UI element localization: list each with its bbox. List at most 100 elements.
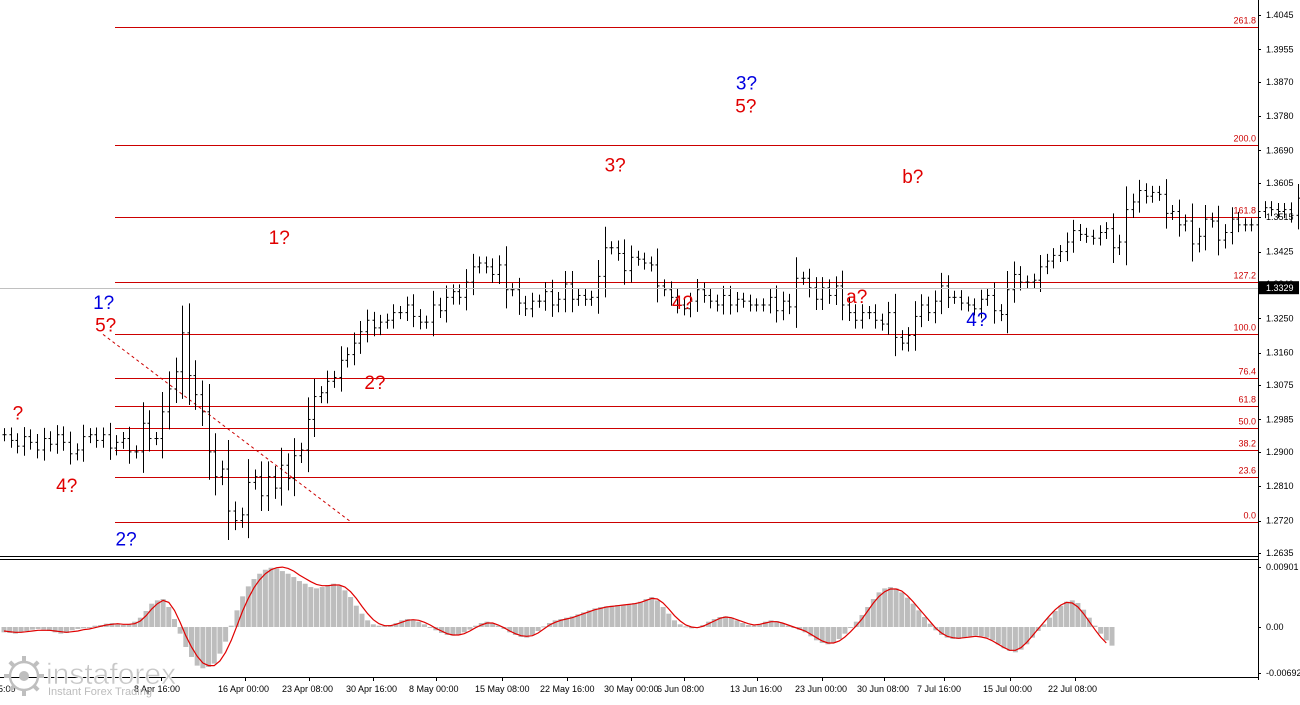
histogram-bar — [967, 627, 972, 636]
fib-label-261-8: 261.8 — [1233, 16, 1256, 26]
histogram-bar — [746, 625, 751, 627]
price-tick-label: 1.3870 — [1266, 77, 1294, 87]
time-tick-label: 16 Apr 00:00 — [218, 684, 269, 694]
histogram-bar — [411, 620, 416, 627]
price-tick-label: 1.2635 — [1266, 548, 1294, 558]
histogram-bar — [223, 627, 228, 642]
histogram-bar — [996, 627, 1001, 644]
wave-label: b? — [902, 167, 923, 188]
histogram-bar — [678, 624, 683, 627]
time-tick-label: 8 May 00:00 — [409, 684, 459, 694]
time-tick-label: 22 May 16:00 — [540, 684, 595, 694]
histogram-bar — [229, 626, 234, 627]
histogram-bar — [1110, 627, 1115, 646]
histogram-bar — [217, 627, 222, 654]
watermark-tagline: Instant Forex Trading — [48, 686, 152, 698]
histogram-bar — [342, 590, 347, 627]
fib-label-100-0: 100.0 — [1233, 323, 1256, 333]
histogram-bar — [1047, 618, 1052, 627]
histogram-bar — [916, 610, 921, 627]
histogram-bar — [416, 622, 421, 627]
time-tick-label: 22 Jul 08:00 — [1048, 684, 1097, 694]
histogram-bar — [280, 571, 285, 627]
wave-label: 1? — [269, 228, 290, 249]
histogram-bar — [212, 627, 217, 664]
wave-label: 3? — [736, 73, 757, 94]
histogram-bar — [377, 626, 382, 627]
histogram-bar — [24, 627, 29, 631]
histogram-bar — [655, 600, 660, 627]
wave-label: 3? — [605, 155, 626, 176]
time-tick-label: 13 Jun 16:00 — [730, 684, 782, 694]
histogram-bar — [615, 605, 620, 627]
histogram-bar — [87, 627, 92, 628]
histogram-bar — [195, 627, 200, 666]
time-tick-label: 23 Jun 00:00 — [795, 684, 847, 694]
osc-tick-label: 0.00901 — [1266, 562, 1299, 572]
price-tick-label: 1.3425 — [1266, 247, 1294, 257]
histogram-bar — [371, 624, 376, 627]
fib-label-50-0: 50.0 — [1238, 417, 1256, 427]
histogram-bar — [1007, 627, 1012, 651]
histogram-bar — [734, 620, 739, 627]
price-tick-label: 1.3780 — [1266, 111, 1294, 121]
histogram-bar — [456, 627, 461, 635]
fib-label-127-2: 127.2 — [1233, 271, 1256, 281]
histogram-bar — [246, 586, 251, 627]
histogram-bar — [831, 627, 836, 643]
histogram-bar — [729, 618, 734, 627]
price-tick-label: 1.2900 — [1266, 447, 1294, 457]
time-tick-label: 7 Jul 16:00 — [917, 684, 961, 694]
price-tick-label: 1.3515 — [1266, 212, 1294, 222]
histogram-bar — [905, 598, 910, 627]
histogram-bar — [320, 587, 325, 627]
time-tick-label: 30 Jun 08:00 — [857, 684, 909, 694]
histogram-bar — [837, 627, 842, 639]
histogram-bar — [609, 606, 614, 627]
histogram-bar — [888, 587, 893, 627]
fib-label-61-8: 61.8 — [1238, 395, 1256, 405]
histogram-bar — [291, 577, 296, 627]
price-tick-label: 1.4045 — [1266, 10, 1294, 20]
wave-label: 4? — [56, 476, 77, 497]
fib-label-200-0: 200.0 — [1233, 134, 1256, 144]
histogram-bar — [882, 588, 887, 627]
price-tick-label: 1.3605 — [1266, 178, 1294, 188]
osc-tick-label: 0.00 — [1266, 622, 1284, 632]
histogram-bar — [274, 568, 279, 627]
histogram-bar — [359, 614, 364, 627]
histogram-bar — [632, 603, 637, 627]
price-tick-label: 1.3690 — [1266, 145, 1294, 155]
wave-label: 4? — [672, 293, 693, 314]
histogram-bar — [422, 624, 427, 627]
histogram-bar — [314, 588, 319, 627]
histogram-bar — [604, 606, 609, 627]
histogram-bar — [75, 627, 80, 629]
histogram-bar — [462, 627, 467, 632]
price-tick-label: 1.3160 — [1266, 348, 1294, 358]
histogram-bar — [354, 606, 359, 627]
histogram-bar — [189, 627, 194, 657]
histogram-bar — [337, 586, 342, 627]
wave-label: 5? — [735, 96, 756, 117]
price-tick-label: 1.2720 — [1266, 516, 1294, 526]
histogram-bar — [956, 627, 961, 639]
histogram-bar — [911, 604, 916, 627]
histogram-bar — [467, 627, 472, 630]
histogram-bar — [297, 581, 302, 627]
wave-label: 2? — [116, 529, 137, 550]
time-tick-label: 15 May 08:00 — [475, 684, 530, 694]
histogram-bar — [1013, 627, 1018, 652]
histogram-bar — [825, 627, 830, 644]
fib-label-38-2: 38.2 — [1238, 439, 1256, 449]
wave-label: a? — [846, 287, 867, 308]
price-tick-label: 1.3250 — [1266, 313, 1294, 323]
histogram-bar — [984, 627, 989, 638]
histogram-bar — [1064, 602, 1069, 627]
histogram-bar — [325, 585, 330, 627]
histogram-bar — [644, 599, 649, 627]
histogram-bar — [303, 584, 308, 627]
histogram-bar — [1098, 627, 1103, 634]
fib-label-76-4: 76.4 — [1238, 367, 1256, 377]
